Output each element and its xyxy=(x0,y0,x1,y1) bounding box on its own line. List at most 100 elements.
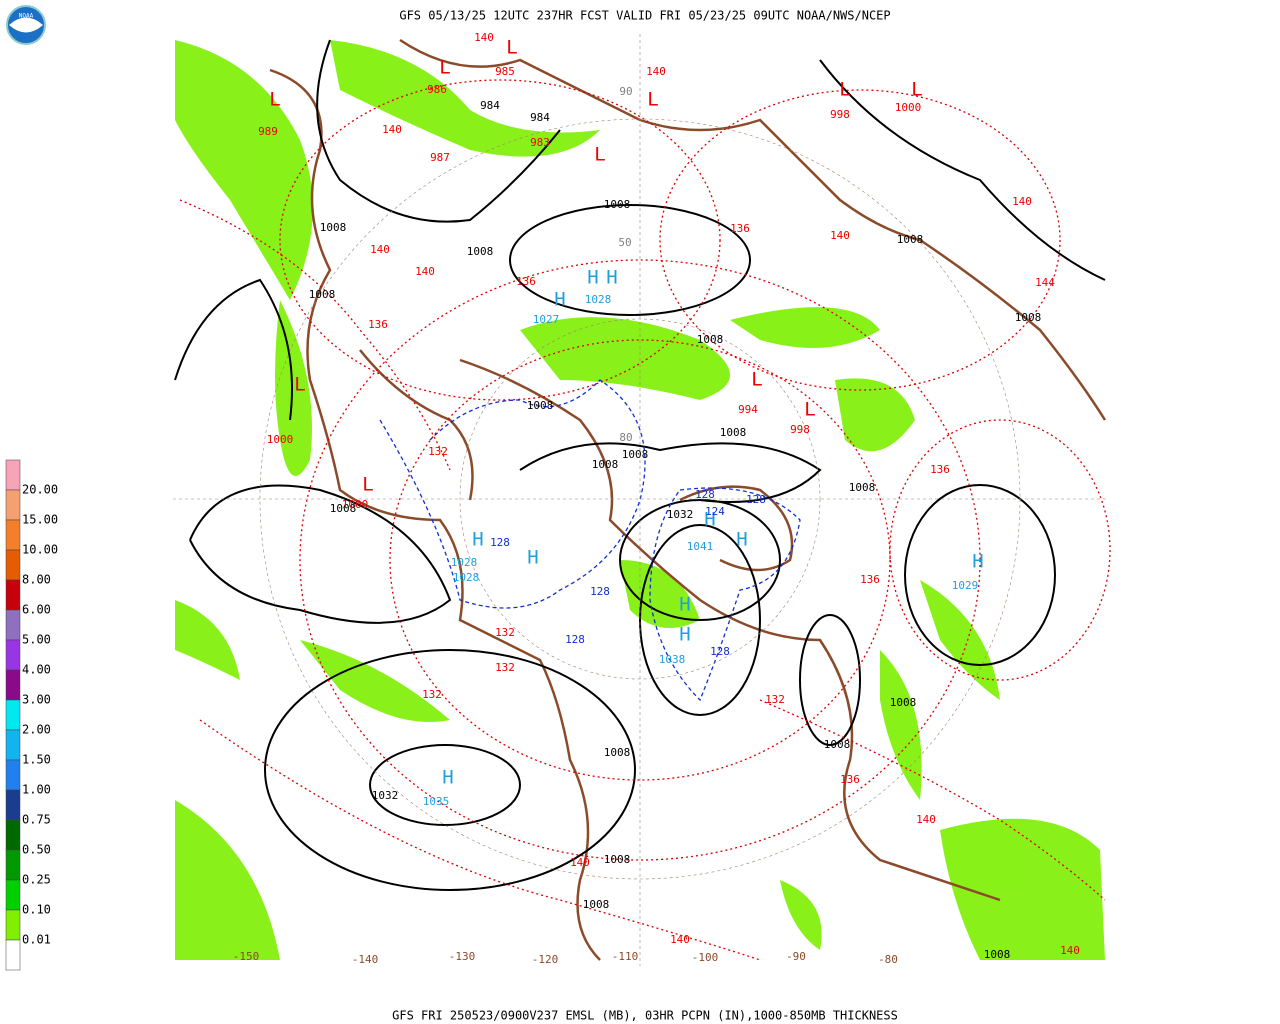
pressure-center: H xyxy=(679,624,690,646)
contour-label: 140 xyxy=(916,813,936,826)
contour-label: -90 xyxy=(786,950,806,963)
contour-label: 1008 xyxy=(849,481,876,494)
logo-text: NOAA xyxy=(19,13,34,20)
legend-label: 4.00 xyxy=(22,663,51,677)
pressure-center: H xyxy=(704,509,715,531)
contour-label: 1008 xyxy=(309,288,336,301)
graticule xyxy=(173,34,1107,966)
contour-label: 1008 xyxy=(604,853,631,866)
legend-swatch xyxy=(5,909,21,941)
contour-label: 1008 xyxy=(720,426,747,439)
contour-label: 1008 xyxy=(467,245,494,258)
pressure-center: L xyxy=(839,79,850,101)
contour-label: 1027 xyxy=(533,313,560,326)
contour-label: 132 xyxy=(495,626,515,639)
legend-label: 0.01 xyxy=(22,933,51,947)
pressure-center: H xyxy=(527,547,538,569)
contour-label: 983 xyxy=(530,136,550,149)
legend: 20.00 15.00 10.00 8.00 6.00 5.00 4.00 3.00 2.00 1… xyxy=(5,459,58,971)
contour-label: 90 xyxy=(619,85,632,98)
contour-label: 128 xyxy=(490,536,510,549)
legend-swatch xyxy=(5,819,21,851)
contour-label: 124 xyxy=(705,505,725,518)
contour-label: 132 xyxy=(495,661,515,674)
pressure-center: L xyxy=(439,57,450,79)
legend-swatch xyxy=(5,699,21,731)
contour-label: 80 xyxy=(619,431,632,444)
contour-label: 985 xyxy=(495,65,515,78)
contour-label: 1041 xyxy=(687,540,714,553)
legend-swatch xyxy=(5,609,21,641)
pressure-center: L xyxy=(269,89,280,111)
contour-label: 1008 xyxy=(604,746,631,759)
noaa-logo: NOAA xyxy=(6,5,46,45)
contour-label: 1000 xyxy=(342,498,369,511)
legend-swatch xyxy=(5,879,21,911)
contour-label: 136 xyxy=(368,318,388,331)
legend-label: 8.00 xyxy=(22,573,51,587)
contour-label: 1008 xyxy=(592,458,619,471)
contour-label: 132 xyxy=(765,693,785,706)
contour-label: 1000 xyxy=(895,101,922,114)
legend-label: 5.00 xyxy=(22,633,51,647)
contour-label: 140 xyxy=(415,265,435,278)
contour-label: 144 xyxy=(1035,276,1055,289)
contour-label: 1028 xyxy=(453,571,480,584)
pressure-center: H xyxy=(679,594,690,616)
contour-label: 1008 xyxy=(897,233,924,246)
pressure-center: H xyxy=(736,529,747,551)
pressure-center: L xyxy=(751,369,762,391)
legend-swatch xyxy=(5,459,21,491)
contour-label: 128 xyxy=(710,645,730,658)
pressure-center: H xyxy=(472,529,483,551)
legend-swatch xyxy=(5,519,21,551)
contour-label: 984 xyxy=(480,99,500,112)
contour-label: 140 xyxy=(474,31,494,44)
isobars xyxy=(174,39,1106,891)
contour-label: 1008 xyxy=(890,696,917,709)
pressure-center: H xyxy=(587,267,598,289)
contour-label: 136 xyxy=(730,222,750,235)
legend-label: 0.25 xyxy=(22,873,51,887)
pressure-center: H xyxy=(554,289,565,311)
contour-label: 140 xyxy=(830,229,850,242)
contour-label: 994 xyxy=(738,403,758,416)
contour-label: 1008 xyxy=(583,898,610,911)
contour-label: -140 xyxy=(352,953,379,966)
contour-label: 1008 xyxy=(824,738,851,751)
contour-label: 1028 xyxy=(585,293,612,306)
contour-label: -80 xyxy=(878,953,898,966)
pressure-center: L xyxy=(506,37,517,59)
legend-swatch xyxy=(5,639,21,671)
legend-label: 0.75 xyxy=(22,813,51,827)
contour-label: 1008 xyxy=(1015,311,1042,324)
legend-swatch xyxy=(5,489,21,521)
contour-label: -120 xyxy=(532,953,559,966)
contour-label: 136 xyxy=(930,463,950,476)
contour-label: 128 xyxy=(746,493,766,506)
pressure-center: L xyxy=(804,399,815,421)
thickness-128 xyxy=(379,379,801,702)
pressure-center: L xyxy=(594,144,605,166)
contour-label: 132 xyxy=(422,688,442,701)
legend-label: 1.50 xyxy=(22,753,51,767)
contour-label: -110 xyxy=(612,950,639,963)
contour-label: 136 xyxy=(840,773,860,786)
contour-label: 50 xyxy=(618,236,631,249)
legend-label: 6.00 xyxy=(22,603,51,617)
contour-label: 140 xyxy=(1012,195,1032,208)
contour-label: 140 xyxy=(670,933,690,946)
legend-label: 0.50 xyxy=(22,843,51,857)
contour-label: -100 xyxy=(692,951,719,964)
contour-label: 136 xyxy=(860,573,880,586)
contour-label: 140 xyxy=(370,243,390,256)
contour-label: 1035 xyxy=(423,795,450,808)
contour-label: 989 xyxy=(258,125,278,138)
contour-label: 1008 xyxy=(604,198,631,211)
legend-label: 3.00 xyxy=(22,693,51,707)
legend-label: 0.10 xyxy=(22,903,51,917)
legend-swatch xyxy=(5,669,21,701)
contour-label: -130 xyxy=(449,950,476,963)
contour-label: 986 xyxy=(427,83,447,96)
